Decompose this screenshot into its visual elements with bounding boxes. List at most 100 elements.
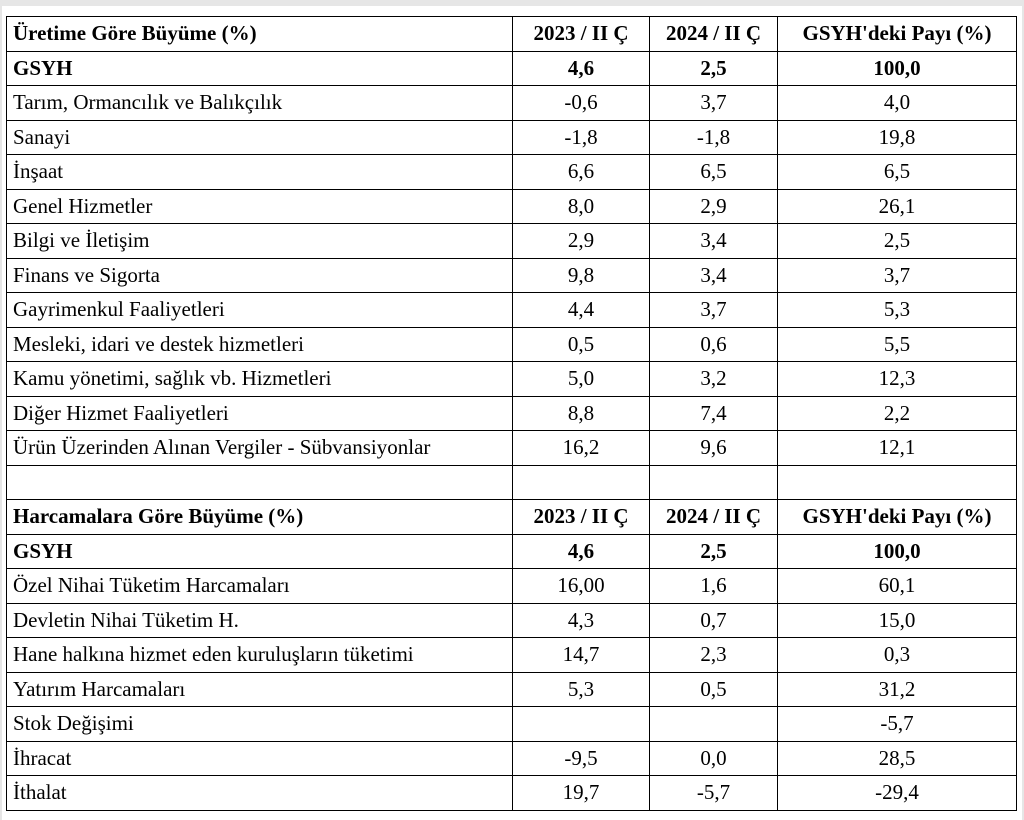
- production-header-col2: 2024 / II Ç: [649, 16, 778, 52]
- expenditure-header-col1: 2023 / II Ç: [512, 499, 650, 535]
- row-value-2023: -1,8: [512, 119, 650, 155]
- table-row: Gayrimenkul Faaliyetleri 4,4 3,7 5,3: [6, 292, 1017, 328]
- row-value-2023: 16,00: [512, 568, 650, 604]
- table-row: Hane halkına hizmet eden kuruluşların tü…: [6, 637, 1017, 673]
- row-value-share: 26,1: [777, 188, 1017, 224]
- table-row: İnşaat 6,6 6,5 6,5: [6, 154, 1017, 190]
- row-label: Diğer Hizmet Faaliyetleri: [6, 395, 513, 431]
- row-label: Kamu yönetimi, sağlık vb. Hizmetleri: [6, 361, 513, 397]
- row-value-2023: 4,4: [512, 292, 650, 328]
- expenditure-header-col3: GSYH'deki Payı (%): [777, 499, 1017, 535]
- row-value-2024: 0,7: [649, 602, 778, 638]
- row-value-2024: 1,6: [649, 568, 778, 604]
- row-value-share: -29,4: [777, 775, 1017, 811]
- production-header-col1: 2023 / II Ç: [512, 16, 650, 52]
- expenditure-total-v1: 4,6: [512, 533, 650, 569]
- expenditure-header-row: Harcamalara Göre Büyüme (%) 2023 / II Ç …: [6, 499, 1017, 535]
- row-label: Gayrimenkul Faaliyetleri: [6, 292, 513, 328]
- row-value-share: 3,7: [777, 257, 1017, 293]
- row-value-2023: 2,9: [512, 223, 650, 259]
- row-value-2023: 19,7: [512, 775, 650, 811]
- row-value-share: -5,7: [777, 706, 1017, 742]
- row-value-2023: -0,6: [512, 85, 650, 121]
- expenditure-header-title: Harcamalara Göre Büyüme (%): [6, 499, 513, 535]
- row-label: Finans ve Sigorta: [6, 257, 513, 293]
- row-label: Tarım, Ormancılık ve Balıkçılık: [6, 85, 513, 121]
- table-row: Diğer Hizmet Faaliyetleri 8,8 7,4 2,2: [6, 395, 1017, 431]
- row-label: Hane halkına hizmet eden kuruluşların tü…: [6, 637, 513, 673]
- spacer-row: [6, 464, 1017, 500]
- row-value-share: 19,8: [777, 119, 1017, 155]
- row-value-2024: -1,8: [649, 119, 778, 155]
- table-row: İhracat -9,5 0,0 28,5: [6, 740, 1017, 776]
- row-value-2024: 6,5: [649, 154, 778, 190]
- row-value-2023: 6,6: [512, 154, 650, 190]
- gdp-growth-table: Üretime Göre Büyüme (%) 2023 / II Ç 2024…: [6, 16, 1017, 811]
- row-value-share: 2,2: [777, 395, 1017, 431]
- row-value-share: 2,5: [777, 223, 1017, 259]
- row-label: Ürün Üzerinden Alınan Vergiler - Sübvans…: [6, 430, 513, 466]
- row-value-2024: 0,5: [649, 671, 778, 707]
- row-value-2023: 4,3: [512, 602, 650, 638]
- row-label: Bilgi ve İletişim: [6, 223, 513, 259]
- row-value-2023: 0,5: [512, 326, 650, 362]
- row-value-2024: 3,7: [649, 292, 778, 328]
- row-label: Yatırım Harcamaları: [6, 671, 513, 707]
- row-value-2023: 8,8: [512, 395, 650, 431]
- row-label: Sanayi: [6, 119, 513, 155]
- row-value-2023: [512, 706, 650, 742]
- row-value-2024: [649, 706, 778, 742]
- production-total-row: GSYH 4,6 2,5 100,0: [6, 50, 1017, 86]
- row-value-share: 5,5: [777, 326, 1017, 362]
- row-value-2023: 14,7: [512, 637, 650, 673]
- row-value-share: 0,3: [777, 637, 1017, 673]
- row-label: Genel Hizmetler: [6, 188, 513, 224]
- expenditure-total-v2: 2,5: [649, 533, 778, 569]
- table-row: Finans ve Sigorta 9,8 3,4 3,7: [6, 257, 1017, 293]
- row-value-2023: 5,3: [512, 671, 650, 707]
- row-label: İthalat: [6, 775, 513, 811]
- row-value-2024: 3,7: [649, 85, 778, 121]
- expenditure-total-v3: 100,0: [777, 533, 1017, 569]
- production-total-v2: 2,5: [649, 50, 778, 86]
- production-total-v3: 100,0: [777, 50, 1017, 86]
- row-value-2023: 16,2: [512, 430, 650, 466]
- row-value-share: 6,5: [777, 154, 1017, 190]
- row-value-share: 15,0: [777, 602, 1017, 638]
- row-value-2024: 3,4: [649, 223, 778, 259]
- row-value-share: 12,1: [777, 430, 1017, 466]
- row-value-2024: 3,2: [649, 361, 778, 397]
- table-row: Stok Değişimi -5,7: [6, 706, 1017, 742]
- spacer-cell: [512, 464, 650, 500]
- table-row: İthalat 19,7 -5,7 -29,4: [6, 775, 1017, 811]
- table-row: Mesleki, idari ve destek hizmetleri 0,5 0,…: [6, 326, 1017, 362]
- row-value-2024: 7,4: [649, 395, 778, 431]
- table-row: Kamu yönetimi, sağlık vb. Hizmetleri 5,0 3…: [6, 361, 1017, 397]
- spacer-cell: [6, 464, 513, 500]
- row-label: İhracat: [6, 740, 513, 776]
- row-label: Mesleki, idari ve destek hizmetleri: [6, 326, 513, 362]
- row-value-2024: 2,3: [649, 637, 778, 673]
- row-value-2023: -9,5: [512, 740, 650, 776]
- row-value-2024: 9,6: [649, 430, 778, 466]
- production-total-v1: 4,6: [512, 50, 650, 86]
- row-value-share: 28,5: [777, 740, 1017, 776]
- production-header-title: Üretime Göre Büyüme (%): [6, 16, 513, 52]
- row-value-2024: -5,7: [649, 775, 778, 811]
- expenditure-total-row: GSYH 4,6 2,5 100,0: [6, 533, 1017, 569]
- table-row: Devletin Nihai Tüketim H. 4,3 0,7 15,0: [6, 602, 1017, 638]
- row-label: Özel Nihai Tüketim Harcamaları: [6, 568, 513, 604]
- table-row: Özel Nihai Tüketim Harcamaları 16,00 1,6 60…: [6, 568, 1017, 604]
- row-value-share: 5,3: [777, 292, 1017, 328]
- spacer-cell: [777, 464, 1017, 500]
- spacer-cell: [649, 464, 778, 500]
- production-header-row: Üretime Göre Büyüme (%) 2023 / II Ç 2024…: [6, 16, 1017, 52]
- table-row: Bilgi ve İletişim 2,9 3,4 2,5: [6, 223, 1017, 259]
- row-value-2024: 3,4: [649, 257, 778, 293]
- row-value-share: 31,2: [777, 671, 1017, 707]
- row-value-2023: 9,8: [512, 257, 650, 293]
- row-value-2024: 0,6: [649, 326, 778, 362]
- row-value-share: 60,1: [777, 568, 1017, 604]
- table-row: Sanayi -1,8 -1,8 19,8: [6, 119, 1017, 155]
- expenditure-header-col2: 2024 / II Ç: [649, 499, 778, 535]
